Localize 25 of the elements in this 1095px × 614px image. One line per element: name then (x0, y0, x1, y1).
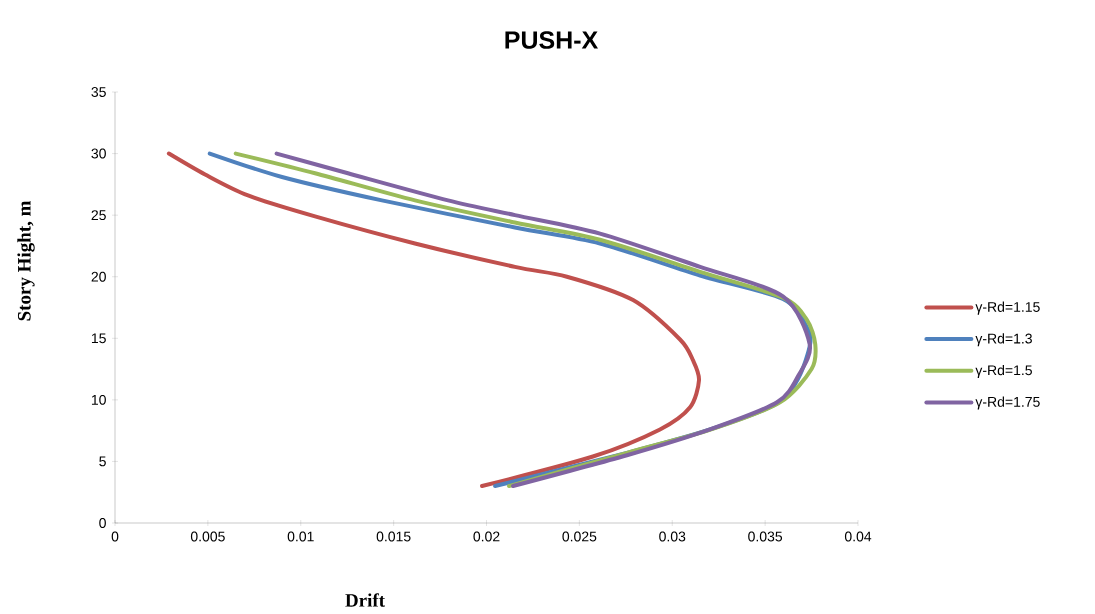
chart-title: PUSH-X (505, 31, 598, 49)
y-tick-label: 15 (91, 333, 106, 344)
y-tick-label: 10 (91, 394, 106, 405)
y-tick-label: 35 (91, 87, 106, 97)
line-series (166, 151, 701, 489)
legend-label: γ-Rd=1.15 (975, 301, 1040, 315)
x-tick-label: 0.005 (190, 531, 225, 542)
legend-label: γ-Rd=1.3 (975, 333, 1032, 347)
x-tick-label: 0.03 (659, 531, 686, 542)
legend-label: γ-Rd=1.5 (975, 364, 1032, 378)
x-tick-label: 0.025 (562, 531, 597, 542)
x-tick-label: 0.02 (473, 531, 500, 542)
y-tick-label: 30 (91, 148, 106, 159)
x-tick-label: 0.04 (844, 531, 872, 542)
x-tick-label: 0 (111, 531, 119, 542)
y-tick-label: 25 (91, 210, 106, 221)
legend-label: γ-Rd=1.75 (975, 396, 1040, 410)
x-tick-label: 0.035 (748, 531, 783, 542)
y-tick-label: 20 (91, 271, 106, 282)
y-tick-label: 0 (99, 518, 106, 528)
x-axis-title: Drift (345, 593, 385, 607)
y-axis-title: Story Hight, m (17, 200, 35, 321)
x-tick-label: 0.015 (376, 531, 411, 542)
y-tick-label: 5 (99, 456, 106, 467)
x-tick-label: 0.01 (287, 531, 314, 542)
